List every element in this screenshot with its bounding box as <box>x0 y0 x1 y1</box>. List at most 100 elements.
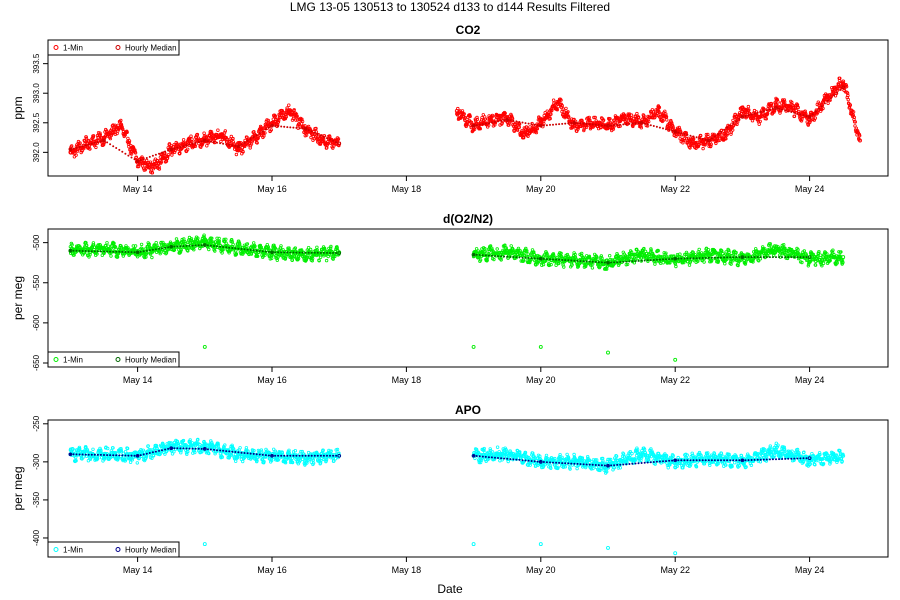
jitter-point <box>490 113 495 118</box>
median-trace-point <box>500 119 503 122</box>
jitter-point <box>72 155 77 159</box>
jitter-point <box>629 113 634 117</box>
median-trace-point <box>185 244 188 247</box>
jitter-point <box>636 115 641 119</box>
jitter-point <box>329 244 333 249</box>
median-trace-point <box>759 111 762 113</box>
legend-label: Hourly Median <box>125 356 177 365</box>
median-trace-point <box>655 125 658 128</box>
hourly-median-point <box>270 123 274 128</box>
jitter-point <box>826 101 830 105</box>
median-trace-point <box>662 258 664 261</box>
jitter-point <box>483 117 487 121</box>
jitter-point <box>767 108 772 112</box>
x-tick-label: May 16 <box>257 375 287 385</box>
median-trace-point <box>564 259 567 262</box>
jitter-point <box>314 126 318 131</box>
median-trace-point <box>533 123 536 126</box>
one-min-point <box>841 255 846 260</box>
jitter-point <box>148 252 153 256</box>
jitter-point <box>846 97 850 102</box>
one-min-point <box>606 350 610 355</box>
median-trace-point <box>778 256 781 259</box>
jitter-point <box>518 249 522 253</box>
median-trace-point <box>674 257 677 260</box>
jitter-point <box>136 164 141 169</box>
x-tick-label: May 24 <box>795 565 825 575</box>
jitter-point <box>165 243 170 247</box>
jitter-point <box>674 264 678 269</box>
jitter-point <box>99 449 103 453</box>
jitter-point <box>661 261 665 265</box>
median-trace-point <box>490 254 493 257</box>
median-trace-point <box>668 258 671 261</box>
jitter-point <box>204 135 209 140</box>
jitter-point <box>601 118 606 122</box>
jitter-point <box>317 259 321 263</box>
jitter-point <box>566 110 570 114</box>
x-tick-label: May 22 <box>660 184 690 194</box>
median-trace-point <box>784 256 787 259</box>
jitter-point <box>626 258 630 262</box>
jitter-point <box>540 263 544 267</box>
jitter-point <box>161 240 165 245</box>
jitter-point <box>702 260 706 264</box>
x-tick-label: May 18 <box>392 375 422 385</box>
median-trace-point <box>246 248 249 251</box>
hourly-median-point <box>505 117 510 122</box>
jitter-point <box>304 133 309 137</box>
median-trace-point <box>784 109 787 112</box>
median-trace-point <box>179 146 182 148</box>
hourly-median-point <box>337 251 342 255</box>
jitter-point <box>205 144 209 148</box>
jitter-point <box>331 254 336 259</box>
jitter-point <box>234 252 239 256</box>
median-trace-point <box>582 122 585 125</box>
median-trace-point <box>231 247 234 249</box>
jitter-point <box>207 247 211 252</box>
jitter-point <box>721 138 726 142</box>
jitter-point <box>570 263 574 267</box>
median-trace-point <box>115 250 118 253</box>
jitter-point <box>587 254 592 258</box>
jitter-point <box>478 258 483 262</box>
jitter-point <box>829 94 834 98</box>
jitter-point <box>81 455 86 459</box>
median-trace-point <box>561 122 564 125</box>
jitter-point <box>216 128 220 132</box>
jitter-point <box>127 139 132 143</box>
jitter-point <box>273 114 278 118</box>
jitter-point <box>263 253 267 257</box>
one-min-point <box>841 79 846 84</box>
median-trace-point <box>603 261 606 264</box>
median-trace-point <box>206 140 209 143</box>
jitter-point <box>706 248 711 252</box>
median-trace-point <box>521 256 524 259</box>
jitter-point <box>678 252 682 256</box>
median-trace-point <box>197 141 200 144</box>
median-trace-point <box>176 146 179 149</box>
median-trace-point <box>237 145 240 148</box>
median-trace-point <box>738 256 741 259</box>
median-trace-point <box>69 249 72 252</box>
median-trace-point <box>698 257 701 260</box>
jitter-point <box>95 456 100 461</box>
jitter-point <box>198 442 202 447</box>
jitter-point <box>88 147 92 151</box>
jitter-point <box>124 457 128 461</box>
median-trace-point <box>613 261 616 264</box>
jitter-point <box>703 143 707 147</box>
jitter-point <box>269 128 273 132</box>
jitter-point <box>202 439 206 444</box>
median-trace-point <box>286 126 289 129</box>
jitter-point <box>639 125 643 130</box>
median-trace-point <box>729 124 732 127</box>
median-trace-point <box>555 258 558 261</box>
jitter-point <box>210 441 214 445</box>
median-trace-point <box>833 94 835 97</box>
jitter-point <box>734 250 738 255</box>
median-trace-point <box>121 150 124 153</box>
median-trace-point <box>335 141 338 144</box>
jitter-point <box>91 241 96 245</box>
jitter-point <box>172 150 177 154</box>
